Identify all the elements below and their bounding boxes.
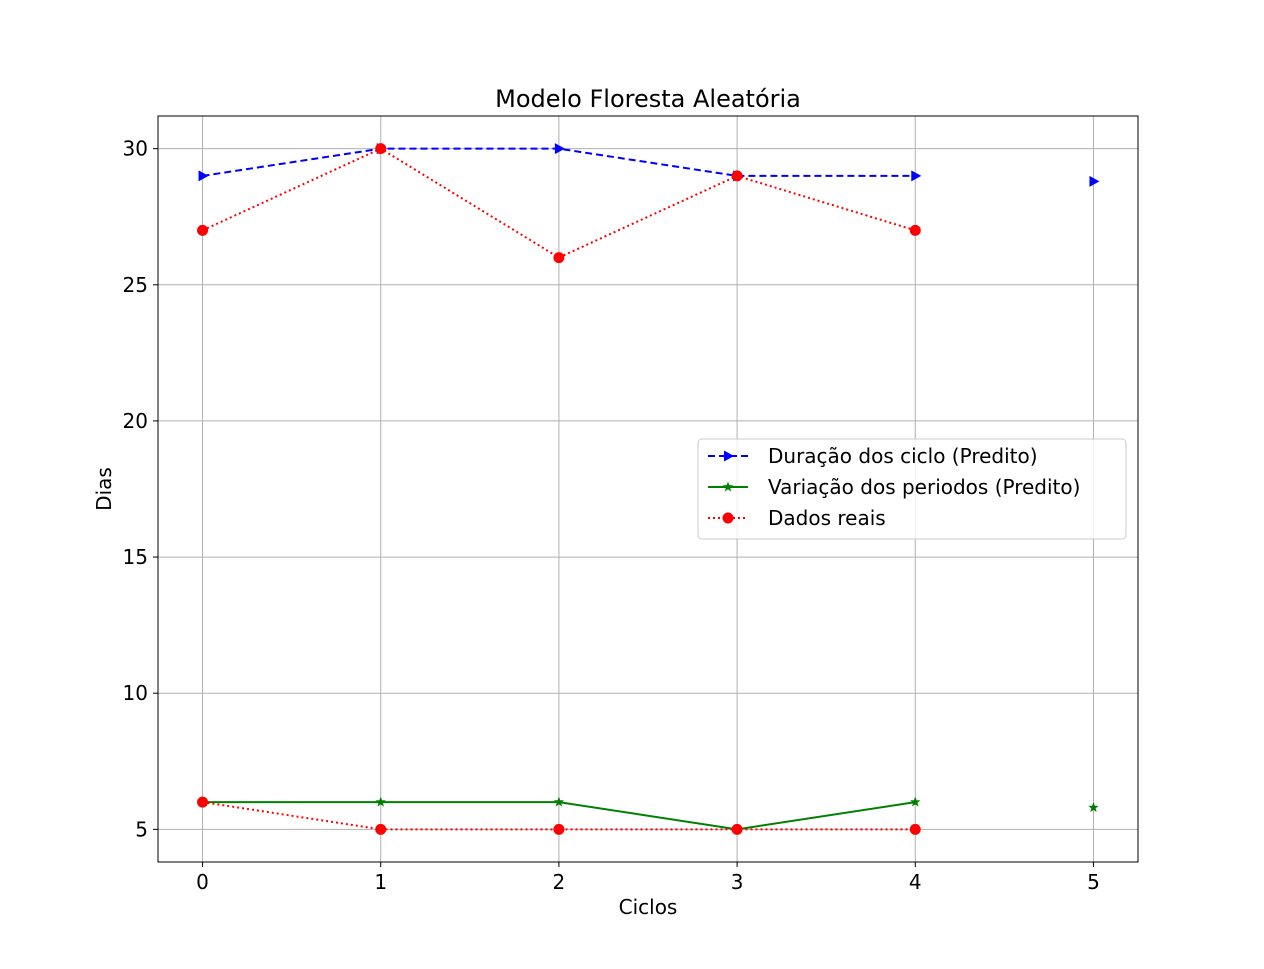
- data-point: [911, 170, 922, 182]
- ticks: 0 1 2 3 4 5 5 10 15 20 25 30: [123, 137, 1100, 894]
- legend-marker: [722, 512, 734, 524]
- data-point: [909, 823, 921, 835]
- series-line: [202, 801, 916, 831]
- data-point: [553, 823, 565, 835]
- y-tick-label: 5: [135, 817, 148, 841]
- data-point: [1089, 175, 1100, 187]
- series-2: [197, 143, 921, 264]
- data-point: [731, 170, 743, 182]
- data-point: [197, 796, 209, 808]
- y-tick-label: 15: [123, 545, 148, 569]
- y-tick-label: 25: [123, 273, 148, 297]
- y-tick-label: 10: [123, 681, 148, 705]
- data-point: [198, 170, 209, 182]
- data-point: [197, 224, 209, 236]
- data-point: [375, 796, 386, 807]
- series-group: [197, 143, 1100, 835]
- data-point: [553, 252, 565, 264]
- x-tick-label: 2: [553, 870, 566, 894]
- legend-marker: [724, 450, 734, 462]
- data-point: [554, 143, 565, 155]
- x-tick-label: 4: [909, 870, 922, 894]
- data-point: [375, 143, 387, 155]
- data-point: [375, 823, 387, 835]
- y-tick-label: 30: [123, 137, 148, 161]
- x-tick-label: 1: [374, 870, 387, 894]
- y-tick-label: 20: [123, 409, 148, 433]
- legend-label: Variação dos periodos (Predito): [768, 475, 1080, 499]
- data-point: [910, 796, 921, 807]
- x-tick-label: 0: [196, 870, 209, 894]
- data-point: [1088, 802, 1099, 812]
- legend-marker: [722, 481, 734, 492]
- grid: [158, 116, 1138, 862]
- y-axis-title: Dias: [92, 467, 116, 511]
- legend-label: Duração dos ciclo (Predito): [768, 444, 1038, 468]
- legend-label: Dados reais: [768, 506, 886, 530]
- series-line: [202, 147, 916, 259]
- plot-frame: [157, 115, 1139, 863]
- x-tick-label: 3: [731, 870, 744, 894]
- data-point: [553, 796, 565, 807]
- chart-title: Modelo Floresta Aleatória: [495, 85, 801, 113]
- series-4: [1089, 175, 1100, 187]
- legend-box: [697, 438, 1127, 540]
- series-5: [1088, 802, 1099, 812]
- data-point: [731, 823, 743, 835]
- data-point: [909, 224, 921, 236]
- x-axis-title: Ciclos: [619, 895, 678, 919]
- legend: Duração dos ciclo (Predito) Variação dos …: [697, 438, 1127, 540]
- x-tick-label: 5: [1087, 870, 1100, 894]
- series-3: [197, 796, 921, 835]
